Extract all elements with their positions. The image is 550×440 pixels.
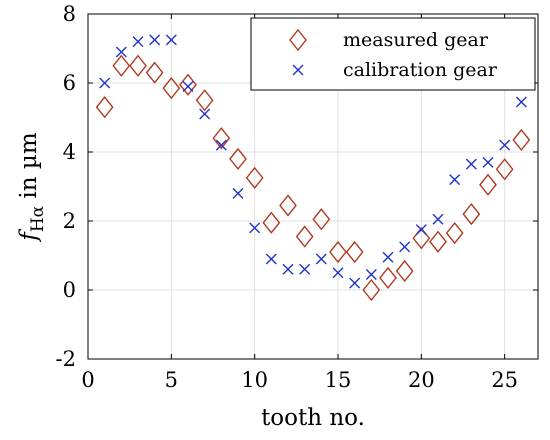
measured-gear-point — [162, 77, 181, 100]
measured-gear-point — [495, 158, 514, 181]
measured-gear-point — [379, 266, 397, 290]
measured-gear-point — [329, 240, 347, 264]
measured-gear-point — [429, 230, 447, 253]
x-tick-label: 0 — [81, 368, 94, 392]
x-tick-label: 15 — [325, 368, 352, 392]
svg-text:fHα in µm: fHα in µm — [16, 132, 48, 243]
measured-gear-point — [345, 240, 364, 264]
calibration-gear-point — [215, 139, 227, 151]
calibration-gear-point — [165, 34, 177, 46]
y-axis-label: fHα in µm — [16, 132, 48, 243]
measured-gear-point — [262, 211, 281, 234]
calibration-gear-point — [115, 46, 127, 58]
legend: measured gear calibration gear — [250, 17, 536, 91]
calibration-gear-point — [415, 224, 427, 236]
y-axis-label-subscript: Hα — [28, 205, 48, 232]
legend-label-calibration-gear: calibration gear — [343, 59, 498, 81]
calibration-gear-point — [515, 96, 527, 108]
calibration-gear-point — [265, 253, 277, 265]
calibration-gear-point — [232, 187, 244, 199]
calibration-gear-point — [299, 263, 311, 275]
y-tick-label: 6 — [63, 71, 76, 95]
y-tick-label: 4 — [63, 140, 76, 164]
y-tick-label: 8 — [63, 2, 76, 26]
calibration-gear-point — [482, 156, 494, 168]
calibration-gear-point — [349, 277, 361, 289]
x-tick-label: 10 — [241, 368, 268, 392]
measured-gear-point — [279, 194, 297, 217]
x-axis-label: tooth no. — [261, 405, 365, 431]
calibration-gear-point — [332, 267, 344, 279]
data-marks — [95, 34, 531, 302]
calibration-gear-point — [449, 174, 461, 186]
calibration-gear-point — [315, 253, 327, 265]
measured-gear-point — [512, 128, 531, 152]
measured-gear-point — [412, 227, 431, 250]
y-axis-label-symbol: f — [16, 229, 42, 243]
x-tick-label: 20 — [408, 368, 435, 392]
plot-frame — [87, 13, 539, 360]
measured-gear-point — [362, 278, 381, 302]
measured-gear-point — [462, 202, 481, 226]
calibration-gear-point — [132, 36, 144, 48]
y-tick-label: 0 — [63, 278, 76, 302]
measured-gear-point — [95, 96, 114, 119]
calibration-gear-point — [199, 108, 211, 120]
calibration-gear-point — [249, 222, 261, 234]
calibration-gear-point — [282, 263, 294, 275]
measured-gear-point — [295, 225, 314, 248]
legend-entries — [289, 28, 307, 76]
calibration-gear-point — [399, 241, 411, 253]
measured-gear-point — [212, 127, 231, 150]
measured-gear-point — [245, 166, 264, 189]
x-tick-label: 5 — [165, 368, 178, 392]
measured-gear-point — [145, 61, 164, 84]
calibration-gear-point — [365, 268, 377, 280]
legend-marker-calibration-gear — [292, 64, 304, 76]
y-axis-label-suffix: in µm — [16, 132, 42, 206]
measured-gear-point — [395, 259, 414, 283]
y-tick-label: -2 — [56, 347, 76, 371]
calibration-gear-point — [99, 77, 111, 89]
legend-label-measured-gear: measured gear — [343, 29, 489, 51]
measured-gear-point — [479, 173, 497, 196]
measured-gear-point — [179, 73, 197, 96]
calibration-gear-point — [149, 34, 161, 46]
measured-gear-point — [312, 208, 331, 231]
measured-gear-point — [445, 221, 464, 245]
x-tick-label: 25 — [491, 368, 518, 392]
measured-gear-point — [112, 54, 131, 77]
calibration-gear-point — [465, 158, 477, 170]
calibration-gear-point — [382, 251, 394, 263]
calibration-gear-point — [182, 80, 194, 92]
measured-gear-point — [229, 147, 247, 171]
calibration-gear-point — [499, 139, 511, 151]
measured-gear-point — [129, 54, 147, 77]
calibration-gear-point — [432, 213, 444, 225]
y-tick-label: 2 — [63, 209, 76, 233]
legend-marker-measured-gear — [289, 28, 307, 52]
measured-gear-point — [195, 89, 214, 112]
